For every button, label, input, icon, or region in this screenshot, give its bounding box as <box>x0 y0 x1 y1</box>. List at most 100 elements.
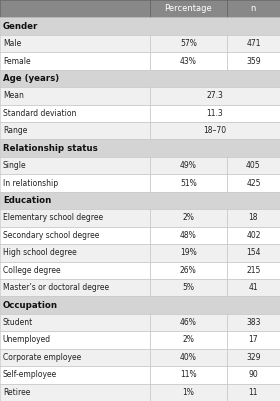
Bar <box>0 35 150 52</box>
Bar <box>227 174 280 192</box>
Bar <box>150 244 227 261</box>
Bar <box>150 227 227 244</box>
Text: Single: Single <box>3 161 26 170</box>
Bar <box>227 52 280 70</box>
Text: 90: 90 <box>249 371 258 379</box>
Text: 41: 41 <box>249 283 258 292</box>
Bar <box>227 35 280 52</box>
Bar <box>0 87 150 105</box>
Text: 425: 425 <box>246 178 261 188</box>
Bar <box>0 349 150 366</box>
Bar <box>0 244 150 261</box>
Text: Self-employee: Self-employee <box>3 371 57 379</box>
Text: 154: 154 <box>246 248 261 257</box>
Bar <box>150 105 280 122</box>
Bar <box>0 105 150 122</box>
Text: Percentage: Percentage <box>164 4 212 13</box>
Text: Standard deviation: Standard deviation <box>3 109 76 118</box>
Text: Corporate employee: Corporate employee <box>3 353 81 362</box>
Bar <box>0 314 150 331</box>
Text: 51%: 51% <box>180 178 197 188</box>
Text: 27.3: 27.3 <box>206 91 223 100</box>
Bar <box>0 174 150 192</box>
Bar <box>0 0 150 17</box>
Text: 1%: 1% <box>182 388 194 397</box>
Text: 5%: 5% <box>182 283 194 292</box>
Bar <box>227 157 280 174</box>
Bar <box>150 279 227 296</box>
Bar <box>227 209 280 227</box>
Text: 329: 329 <box>246 353 261 362</box>
Text: Relationship status: Relationship status <box>3 144 97 153</box>
Text: n: n <box>251 4 256 13</box>
Text: College degree: College degree <box>3 266 60 275</box>
Bar <box>150 209 227 227</box>
Bar <box>227 279 280 296</box>
Bar <box>0 366 150 384</box>
Text: 359: 359 <box>246 57 261 65</box>
Text: 26%: 26% <box>180 266 197 275</box>
Text: High school degree: High school degree <box>3 248 76 257</box>
Text: 46%: 46% <box>180 318 197 327</box>
Text: Student: Student <box>3 318 33 327</box>
Bar <box>150 384 227 401</box>
Text: Age (years): Age (years) <box>3 74 59 83</box>
Bar <box>150 0 227 17</box>
Bar <box>227 314 280 331</box>
Text: Master’s or doctoral degree: Master’s or doctoral degree <box>3 283 109 292</box>
Text: 18: 18 <box>249 213 258 223</box>
Text: Elementary school degree: Elementary school degree <box>3 213 103 223</box>
Text: Female: Female <box>3 57 31 65</box>
Text: 383: 383 <box>246 318 261 327</box>
Bar <box>0 261 150 279</box>
Text: 19%: 19% <box>180 248 197 257</box>
Bar <box>0 384 150 401</box>
Bar <box>0 70 280 87</box>
Bar <box>150 331 227 349</box>
Bar <box>227 244 280 261</box>
Text: 17: 17 <box>249 336 258 344</box>
Text: Retiree: Retiree <box>3 388 30 397</box>
Text: Male: Male <box>3 39 21 48</box>
Text: 471: 471 <box>246 39 261 48</box>
Text: Occupation: Occupation <box>3 301 58 310</box>
Text: 11: 11 <box>249 388 258 397</box>
Text: In relationship: In relationship <box>3 178 58 188</box>
Bar <box>150 314 227 331</box>
Bar <box>150 52 227 70</box>
Text: 49%: 49% <box>180 161 197 170</box>
Bar <box>150 349 227 366</box>
Text: 11.3: 11.3 <box>207 109 223 118</box>
Bar <box>150 35 227 52</box>
Bar <box>227 0 280 17</box>
Bar <box>0 331 150 349</box>
Text: 40%: 40% <box>180 353 197 362</box>
Text: 11%: 11% <box>180 371 197 379</box>
Text: 48%: 48% <box>180 231 197 240</box>
Text: 18–70: 18–70 <box>203 126 227 135</box>
Bar <box>227 261 280 279</box>
Bar <box>227 349 280 366</box>
Text: 2%: 2% <box>182 213 194 223</box>
Text: 2%: 2% <box>182 336 194 344</box>
Bar <box>0 192 280 209</box>
Bar <box>227 227 280 244</box>
Bar <box>0 227 150 244</box>
Bar <box>227 384 280 401</box>
Bar <box>0 17 280 35</box>
Bar <box>0 157 150 174</box>
Bar <box>150 157 227 174</box>
Bar <box>0 140 280 157</box>
Bar <box>150 174 227 192</box>
Text: Secondary school degree: Secondary school degree <box>3 231 99 240</box>
Text: 57%: 57% <box>180 39 197 48</box>
Text: 43%: 43% <box>180 57 197 65</box>
Text: 215: 215 <box>246 266 261 275</box>
Text: 402: 402 <box>246 231 261 240</box>
Bar <box>150 366 227 384</box>
Bar <box>0 209 150 227</box>
Bar <box>227 331 280 349</box>
Bar <box>150 261 227 279</box>
Text: Range: Range <box>3 126 27 135</box>
Text: Mean: Mean <box>3 91 24 100</box>
